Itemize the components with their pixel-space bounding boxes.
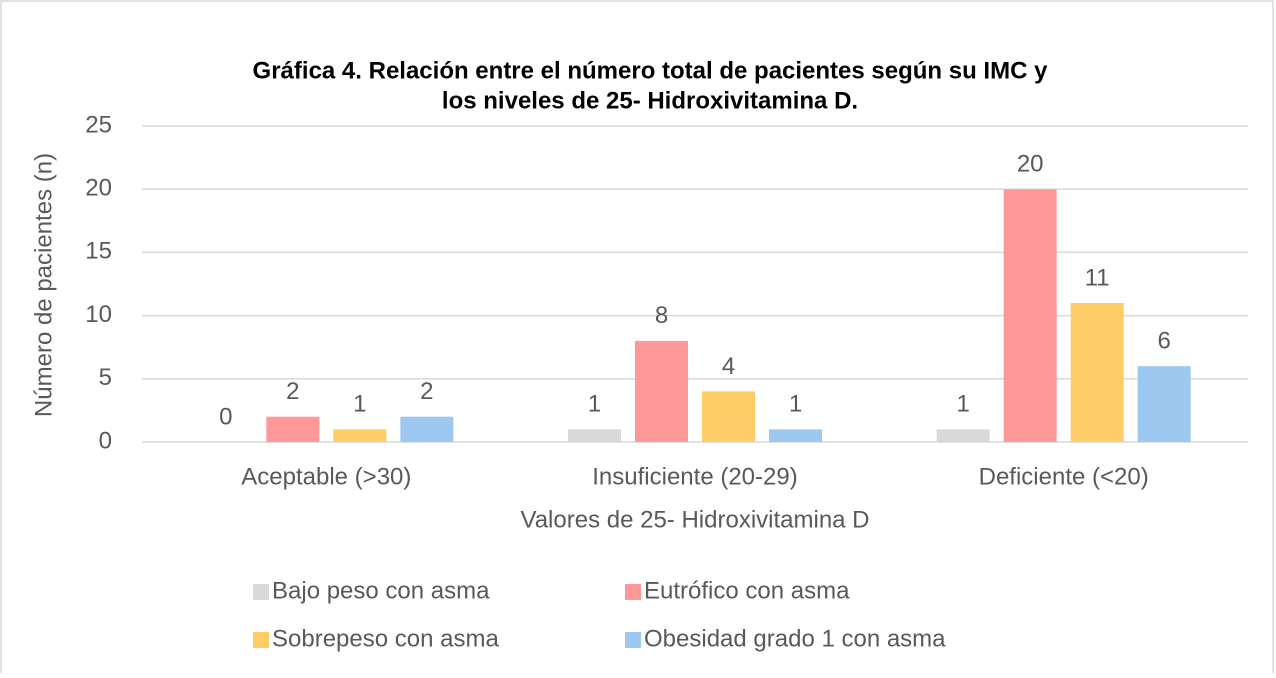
x-tick-label: Aceptable (>30) — [241, 463, 411, 490]
bar — [702, 391, 755, 442]
value-label: 8 — [655, 302, 668, 329]
bar — [333, 429, 387, 442]
y-tick-label: 5 — [99, 364, 112, 391]
y-axis-title: Número de pacientes (n) — [30, 153, 57, 417]
legend-label: Eutrófico con asma — [644, 577, 850, 604]
bar — [1137, 366, 1191, 442]
x-tick-label: Deficiente (<20) — [979, 463, 1149, 490]
value-label: 1 — [956, 391, 969, 418]
value-label: 20 — [1017, 151, 1044, 178]
chart-title: Gráfica 4. Relación entre el número tota… — [253, 57, 1049, 84]
value-label: 4 — [722, 353, 735, 380]
legend-label: Sobrepeso con asma — [272, 625, 499, 652]
y-tick-label: 20 — [85, 175, 112, 202]
y-tick-label: 0 — [99, 427, 112, 454]
x-tick-label: Insuficiente (20-29) — [592, 463, 797, 490]
legend-label: Obesidad grado 1 con asma — [644, 625, 946, 652]
chart-title: los niveles de 25- Hidroxivitamina D. — [442, 87, 858, 114]
bar — [769, 429, 822, 442]
legend-label: Bajo peso con asma — [272, 577, 490, 604]
bar — [1070, 302, 1124, 442]
value-label: 2 — [286, 378, 299, 405]
bar — [635, 340, 688, 442]
y-tick-label: 15 — [85, 238, 112, 265]
value-label: 1 — [789, 391, 802, 418]
legend-swatch — [253, 584, 269, 600]
x-axis-title: Valores de 25- Hidroxivitamina D — [520, 506, 869, 533]
value-label: 1 — [588, 391, 601, 418]
y-tick-label: 10 — [85, 301, 112, 328]
bar — [568, 429, 621, 442]
bar — [1003, 189, 1057, 442]
y-tick-label: 25 — [85, 111, 112, 138]
legend-swatch — [253, 632, 269, 648]
bar — [400, 416, 454, 442]
bar — [266, 416, 320, 442]
legend-swatch — [625, 584, 641, 600]
value-label: 0 — [219, 403, 232, 430]
value-label: 2 — [420, 378, 433, 405]
value-label: 1 — [353, 391, 366, 418]
value-label: 11 — [1085, 264, 1110, 291]
bar — [936, 429, 990, 442]
value-label: 6 — [1157, 328, 1170, 355]
legend-swatch — [625, 632, 641, 648]
